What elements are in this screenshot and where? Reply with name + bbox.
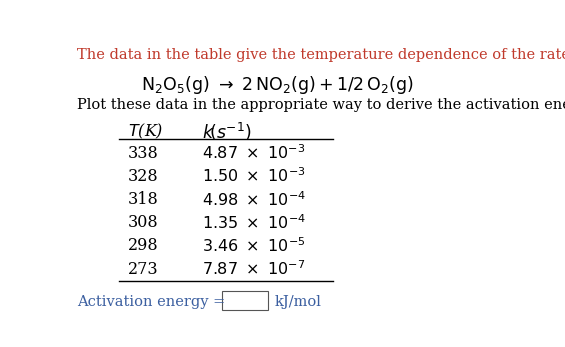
Text: $1.35\ \times\ 10^{-4}$: $1.35\ \times\ 10^{-4}$: [202, 214, 306, 233]
Text: $T\mathregular{(K)}$: $T\mathregular{(K)}$: [128, 122, 163, 141]
Text: 328: 328: [128, 168, 158, 185]
Text: 273: 273: [128, 261, 158, 278]
Text: $1.50\ \times\ 10^{-3}$: $1.50\ \times\ 10^{-3}$: [202, 168, 306, 186]
Text: $k\!\left(s^{-1}\right)$: $k\!\left(s^{-1}\right)$: [202, 120, 251, 143]
Text: kJ/mol: kJ/mol: [274, 295, 321, 310]
Text: Plot these data in the appropriate way to derive the activation energy for the r: Plot these data in the appropriate way t…: [77, 98, 565, 112]
Text: 308: 308: [128, 214, 158, 231]
Text: 318: 318: [128, 191, 158, 208]
Text: The data in the table give the temperature dependence of the rate constant for t: The data in the table give the temperatu…: [77, 48, 565, 62]
Text: $4.87\ \times\ 10^{-3}$: $4.87\ \times\ 10^{-3}$: [202, 144, 305, 163]
Text: 298: 298: [128, 237, 158, 254]
Text: $7.87\ \times\ 10^{-7}$: $7.87\ \times\ 10^{-7}$: [202, 261, 305, 279]
Text: $4.98\ \times\ 10^{-4}$: $4.98\ \times\ 10^{-4}$: [202, 191, 306, 210]
Text: 338: 338: [128, 144, 158, 161]
Text: $3.46\ \times\ 10^{-5}$: $3.46\ \times\ 10^{-5}$: [202, 237, 306, 256]
FancyBboxPatch shape: [221, 291, 268, 310]
Text: $\mathrm{N_2O_5(g)\ \rightarrow\ 2\,NO_2(g) + 1/2\,O_2(g)}$: $\mathrm{N_2O_5(g)\ \rightarrow\ 2\,NO_2…: [141, 74, 414, 96]
Text: Activation energy =: Activation energy =: [77, 295, 225, 310]
